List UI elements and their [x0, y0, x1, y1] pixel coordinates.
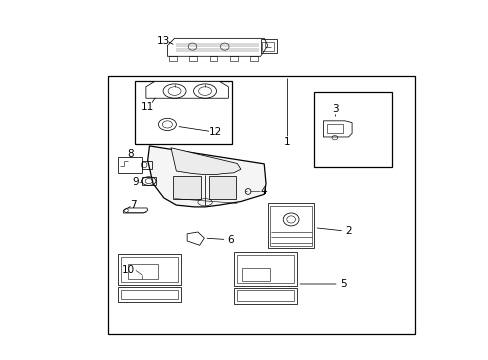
Text: 12: 12 — [209, 127, 222, 136]
Text: 8: 8 — [127, 149, 134, 159]
Bar — [314, 92, 391, 167]
Polygon shape — [147, 146, 265, 207]
Polygon shape — [187, 232, 204, 245]
Bar — [270, 206, 311, 246]
Text: 3: 3 — [332, 104, 339, 114]
Text: 4: 4 — [261, 186, 267, 197]
Polygon shape — [145, 81, 228, 98]
Bar — [172, 176, 201, 199]
Bar — [229, 56, 237, 60]
Bar — [118, 157, 142, 173]
Bar — [209, 56, 217, 60]
Polygon shape — [171, 148, 241, 175]
Bar — [262, 41, 273, 51]
Bar — [237, 290, 293, 301]
Text: 13: 13 — [156, 36, 169, 46]
Text: 10: 10 — [121, 265, 134, 275]
Text: 5: 5 — [339, 279, 346, 289]
Bar — [234, 252, 297, 286]
Bar — [267, 203, 314, 248]
Bar — [118, 287, 181, 302]
Bar — [121, 257, 178, 282]
Text: 11: 11 — [140, 102, 153, 112]
Bar — [234, 288, 297, 304]
Bar — [249, 56, 257, 60]
Polygon shape — [167, 39, 267, 56]
Bar — [128, 264, 158, 279]
Bar — [169, 56, 177, 60]
Text: 6: 6 — [227, 234, 234, 244]
Bar — [108, 76, 414, 334]
Bar — [121, 290, 178, 299]
Bar — [118, 254, 181, 285]
Bar — [260, 39, 276, 53]
Bar — [189, 56, 197, 60]
Bar — [241, 267, 270, 281]
Bar — [142, 177, 156, 185]
Bar — [237, 255, 293, 283]
Bar — [326, 125, 343, 134]
Bar — [142, 161, 151, 168]
Polygon shape — [123, 208, 147, 213]
Text: 1: 1 — [284, 138, 290, 147]
Bar — [208, 176, 235, 199]
Bar — [135, 81, 231, 144]
Text: 9: 9 — [132, 177, 139, 187]
Text: 7: 7 — [130, 200, 136, 210]
Text: 2: 2 — [345, 226, 351, 236]
Polygon shape — [323, 121, 351, 137]
